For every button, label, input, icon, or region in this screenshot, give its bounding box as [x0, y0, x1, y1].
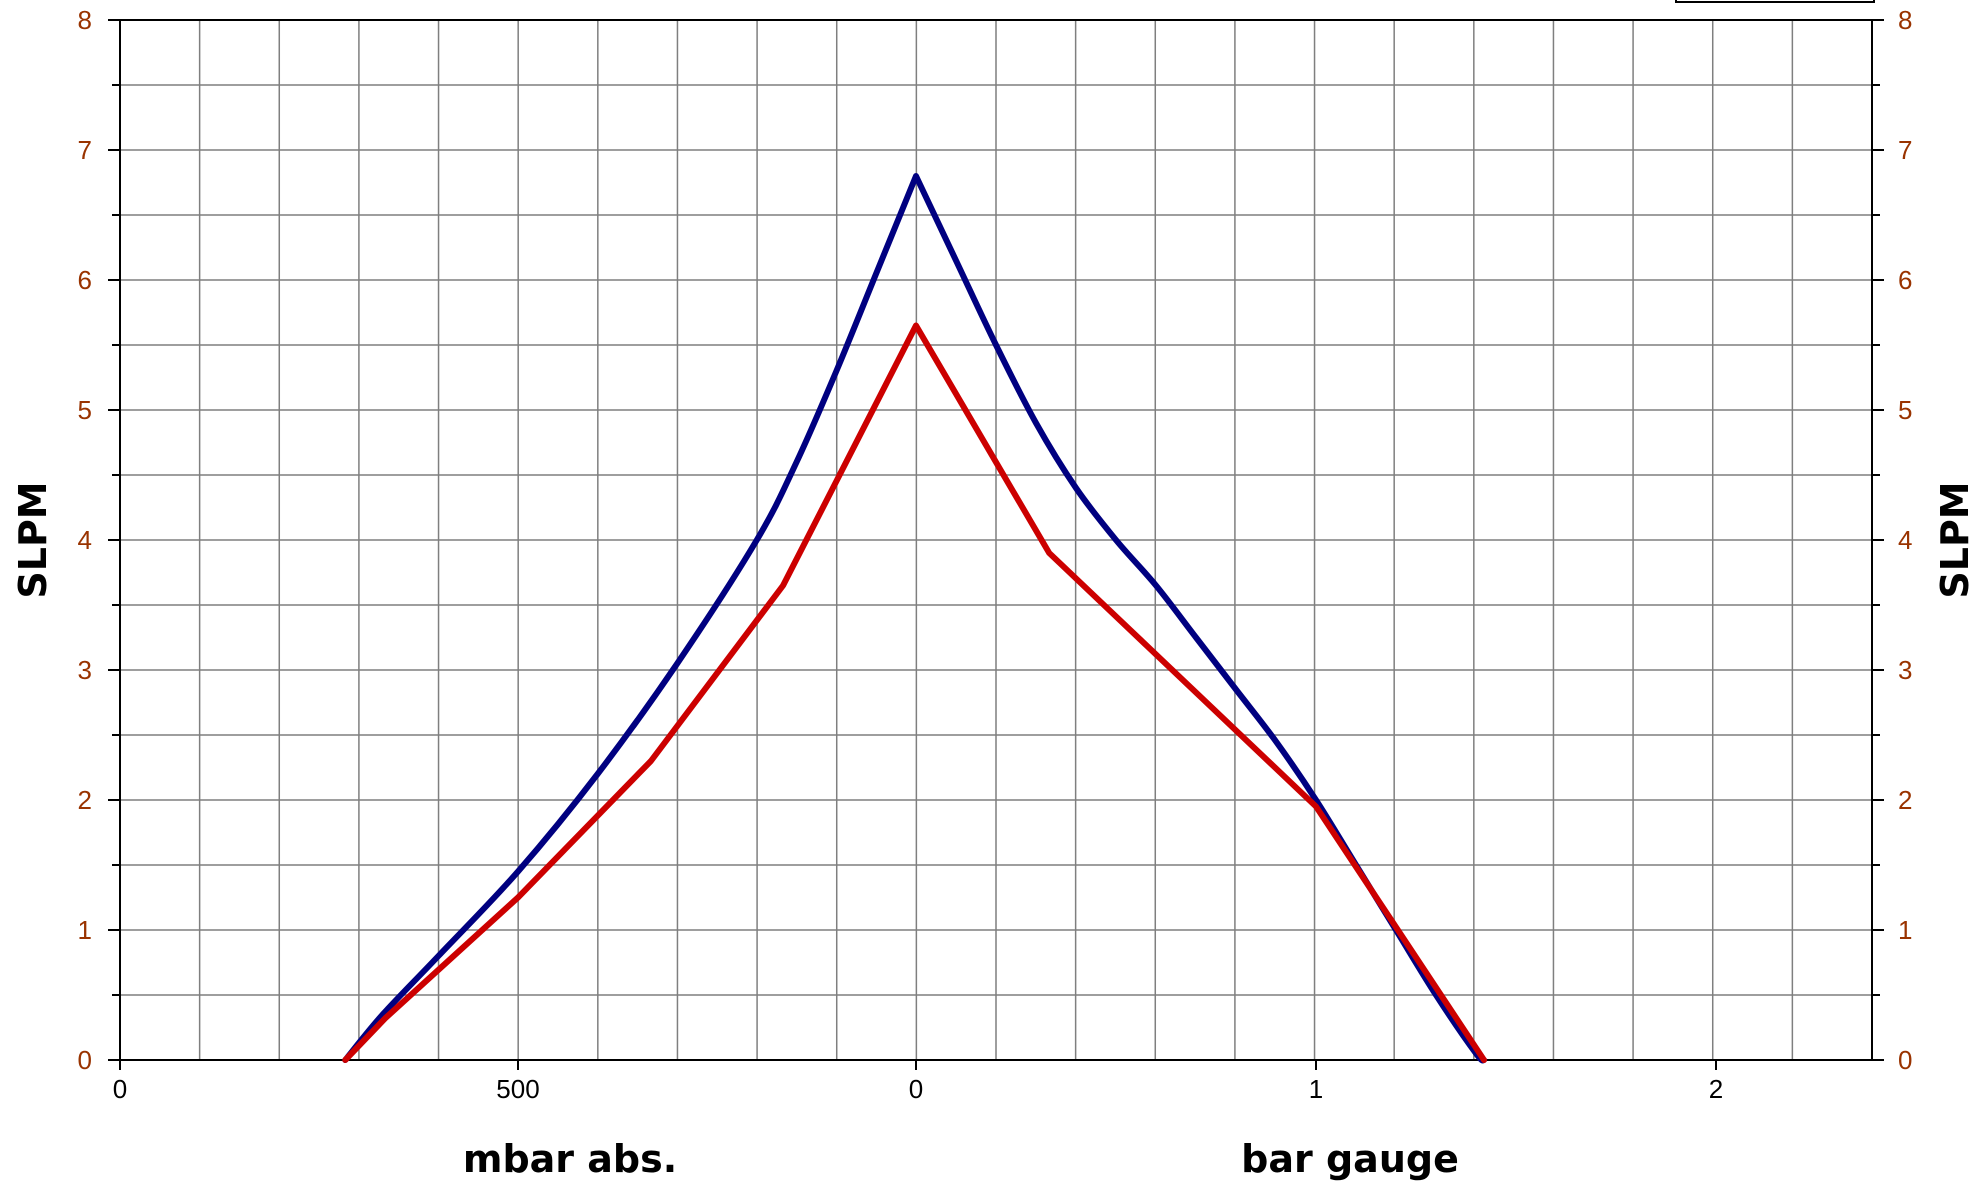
y-tick-label-left: 2: [78, 785, 92, 815]
x-axis-title-mbar: mbar abs.: [463, 1137, 677, 1181]
series-line-1: [342, 173, 1487, 1064]
x-axis-title-bar-gauge: bar gauge: [1241, 1137, 1459, 1181]
y-axis-title-right: SLPM: [1933, 481, 1977, 598]
y-tick-label-right: 4: [1898, 525, 1912, 555]
y-tick-label-right: 7: [1898, 135, 1912, 165]
series-layer: [342, 173, 1487, 1064]
axes: [108, 19, 1884, 1070]
y-tick-label-left: 7: [78, 135, 92, 165]
series-line-2: [342, 322, 1487, 1063]
y-tick-label-right: 6: [1898, 265, 1912, 295]
x-tick-label: 0: [113, 1074, 127, 1104]
x-tick-label: 0: [909, 1074, 923, 1104]
y-tick-label-left: 8: [78, 5, 92, 35]
y-tick-label-left: 0: [78, 1045, 92, 1075]
y-tick-label-right: 5: [1898, 395, 1912, 425]
grid: [120, 20, 1872, 1060]
labels: 0 1 2 3 4 5 6 7 8 0 1 2 3 4 5 6 7 8 0 500 0 1 2: [78, 5, 1913, 1104]
legend-box: [1675, 0, 1875, 3]
y-tick-label-right: 2: [1898, 785, 1912, 815]
x-tick-label: 2: [1709, 1074, 1723, 1104]
y-tick-label-right: 3: [1898, 655, 1912, 685]
y-tick-label-left: 4: [78, 525, 92, 555]
y-tick-label-right: 1: [1898, 915, 1912, 945]
x-tick-label: 1: [1309, 1074, 1323, 1104]
y-tick-label-right: 8: [1898, 5, 1912, 35]
y-tick-label-right: 0: [1898, 1045, 1912, 1075]
y-tick-label-left: 5: [78, 395, 92, 425]
y-tick-label-left: 1: [78, 915, 92, 945]
y-axis-title-left: SLPM: [11, 481, 55, 598]
y-tick-label-left: 6: [78, 265, 92, 295]
y-tick-label-left: 3: [78, 655, 92, 685]
x-tick-label: 500: [496, 1074, 539, 1104]
